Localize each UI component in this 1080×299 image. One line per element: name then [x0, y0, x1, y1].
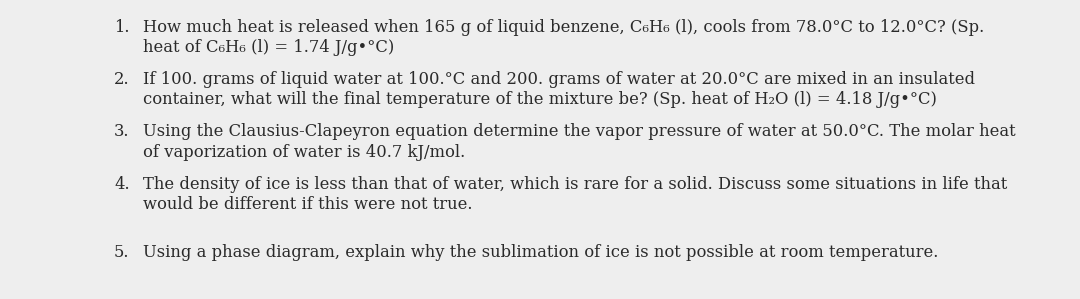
Text: Using the Clausius-Clapeyron equation determine the vapor pressure of water at 5: Using the Clausius-Clapeyron equation de… [143, 123, 1015, 141]
Text: container, what will the final temperature of the mixture be? (Sp. heat of H₂O (: container, what will the final temperatu… [143, 91, 936, 108]
Text: 1.: 1. [114, 19, 130, 36]
Text: would be different if this were not true.: would be different if this were not true… [143, 196, 472, 213]
Text: 2.: 2. [114, 71, 130, 88]
Text: The density of ice is less than that of water, which is rare for a solid. Discus: The density of ice is less than that of … [143, 176, 1007, 193]
Text: 5.: 5. [114, 244, 130, 261]
Text: If 100. grams of liquid water at 100.°C and 200. grams of water at 20.0°C are mi: If 100. grams of liquid water at 100.°C … [143, 71, 974, 88]
Text: Using a phase diagram, explain why the sublimation of ice is not possible at roo: Using a phase diagram, explain why the s… [143, 244, 937, 261]
Text: How much heat is released when 165 g of liquid benzene, C₆H₆ (l), cools from 78.: How much heat is released when 165 g of … [143, 19, 984, 36]
Text: 4.: 4. [114, 176, 130, 193]
Text: heat of C₆H₆ (l) = 1.74 J/g•°C): heat of C₆H₆ (l) = 1.74 J/g•°C) [143, 39, 394, 56]
Text: 3.: 3. [114, 123, 130, 141]
Text: of vaporization of water is 40.7 kJ/mol.: of vaporization of water is 40.7 kJ/mol. [143, 144, 464, 161]
